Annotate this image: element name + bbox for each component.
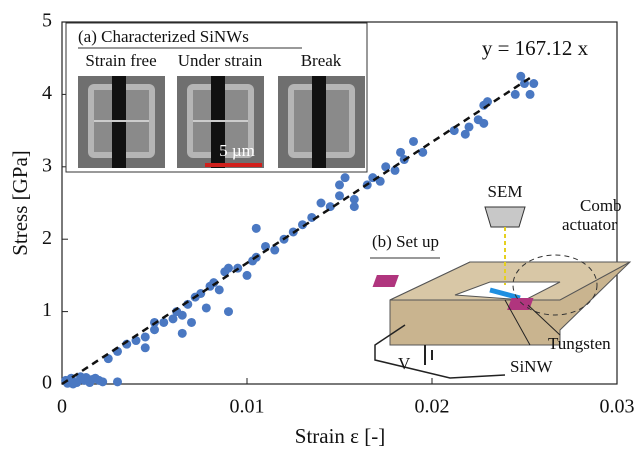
inset-title: (b) Set up bbox=[372, 232, 439, 251]
point bbox=[224, 307, 233, 316]
point bbox=[98, 377, 107, 386]
point bbox=[178, 311, 187, 320]
point bbox=[159, 318, 168, 327]
point bbox=[87, 375, 96, 384]
point bbox=[69, 380, 78, 389]
point bbox=[141, 343, 150, 352]
y-tick-label: 2 bbox=[42, 227, 52, 249]
label: SiNW bbox=[510, 357, 553, 376]
chart: Strain ε [-] Stress [GPa] y = 167.12 x 0… bbox=[0, 0, 642, 451]
point bbox=[202, 303, 211, 312]
point bbox=[215, 285, 224, 294]
inset-b: (b) Set up SEM Comb actuator Tungsten Si… bbox=[370, 182, 630, 378]
label: Tungsten bbox=[548, 334, 611, 353]
sem-icon bbox=[485, 207, 525, 227]
point bbox=[141, 332, 150, 341]
point bbox=[270, 246, 279, 255]
point bbox=[341, 173, 350, 182]
y-tick-label: 1 bbox=[42, 299, 52, 321]
point bbox=[418, 148, 427, 157]
point bbox=[178, 329, 187, 338]
x-tick-label: 0.02 bbox=[415, 396, 450, 418]
x-axis-label: Strain ε [-] bbox=[295, 424, 385, 448]
fit-label: y = 167.12 x bbox=[482, 36, 589, 60]
inset-a: (a) Characterized SiNWs Strain free Unde… bbox=[66, 23, 367, 172]
panel-label: Strain free bbox=[85, 51, 156, 70]
point bbox=[317, 199, 326, 208]
pad bbox=[507, 298, 533, 310]
point bbox=[335, 180, 344, 189]
x-tick-label: 0 bbox=[57, 396, 67, 418]
y-tick-label: 0 bbox=[42, 372, 52, 394]
panel-label: Under strain bbox=[178, 51, 263, 70]
x-tick-label: 0.01 bbox=[230, 396, 265, 418]
x-tick-label: 0.03 bbox=[600, 396, 635, 418]
point bbox=[529, 79, 538, 88]
point bbox=[113, 377, 122, 386]
point bbox=[335, 191, 344, 200]
point bbox=[526, 90, 535, 99]
label: actuator bbox=[562, 215, 617, 234]
y-tick-label: 5 bbox=[42, 10, 52, 32]
inset-title: (a) Characterized SiNWs bbox=[78, 27, 249, 46]
label: V bbox=[398, 354, 411, 373]
point bbox=[409, 137, 418, 146]
y-axis-label: Stress [GPa] bbox=[8, 150, 32, 256]
point bbox=[350, 195, 359, 204]
point bbox=[224, 264, 233, 273]
point bbox=[187, 318, 196, 327]
y-tick-label: 4 bbox=[42, 82, 52, 104]
point bbox=[511, 90, 520, 99]
point bbox=[465, 122, 474, 131]
scale-label: 5 µm bbox=[219, 141, 255, 160]
panel-label: Break bbox=[301, 51, 342, 70]
pad bbox=[373, 275, 399, 287]
point bbox=[479, 119, 488, 128]
point bbox=[243, 271, 252, 280]
y-tick-label: 3 bbox=[42, 154, 52, 176]
label: Comb bbox=[580, 196, 622, 215]
label: SEM bbox=[488, 182, 523, 201]
point bbox=[252, 224, 261, 233]
